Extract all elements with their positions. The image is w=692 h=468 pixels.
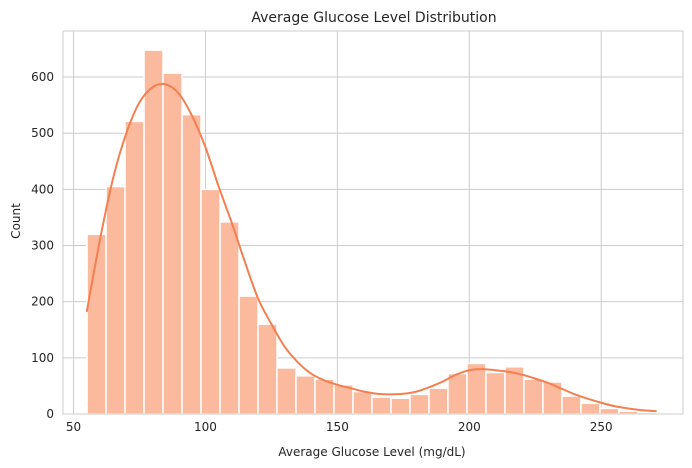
histogram-bar: [143, 49, 164, 415]
y-axis-label: Count: [9, 203, 23, 239]
histogram-bar: [447, 372, 468, 415]
kde-line: [85, 82, 657, 413]
histogram-bar: [485, 371, 506, 415]
histogram-bar: [162, 72, 183, 415]
y-tick-label: 200: [31, 295, 54, 309]
y-tick-label: 0: [46, 407, 54, 421]
histogram-bar: [352, 390, 373, 415]
histogram-bar: [200, 188, 221, 415]
histogram-bar: [124, 120, 145, 415]
histogram-bar: [276, 367, 297, 415]
kde-curve-layer: [85, 82, 657, 413]
y-tick-labels: 0 100 200 300 400 500 600: [31, 70, 54, 421]
x-tick-labels: 50 100 150 200 250: [66, 420, 613, 434]
histogram-bar: [105, 185, 126, 415]
x-tick-label: 150: [326, 420, 349, 434]
histogram-bar: [238, 295, 259, 415]
histogram-bar: [580, 402, 601, 415]
histogram-bar: [371, 396, 392, 415]
histogram-bar: [295, 375, 316, 415]
histogram-bar: [390, 397, 411, 415]
histogram-bar: [428, 387, 449, 415]
plot-area-frame: [62, 30, 684, 415]
histogram-bar: [409, 393, 430, 415]
histogram-bar: [599, 407, 620, 415]
histogram-bar: [219, 221, 240, 415]
x-axis-label: Average Glucose Level (mg/dL): [278, 445, 465, 459]
histogram-bar: [314, 378, 335, 415]
histogram-bar: [333, 384, 354, 415]
y-tick-label: 600: [31, 70, 54, 84]
y-tick-label: 100: [31, 351, 54, 365]
y-tick-label: 400: [31, 182, 54, 196]
histogram-bar: [561, 395, 582, 415]
histogram-bar: [181, 113, 202, 415]
histogram-bar: [523, 378, 544, 415]
x-tick-label: 250: [590, 420, 613, 434]
y-tick-label: 500: [31, 126, 54, 140]
x-tick-label: 200: [458, 420, 481, 434]
chart-title: Average Glucose Level Distribution: [251, 10, 496, 26]
histogram-bar: [257, 323, 278, 415]
x-tick-label: 100: [194, 420, 217, 434]
y-tick-label: 300: [31, 239, 54, 253]
x-tick-label: 50: [66, 420, 81, 434]
